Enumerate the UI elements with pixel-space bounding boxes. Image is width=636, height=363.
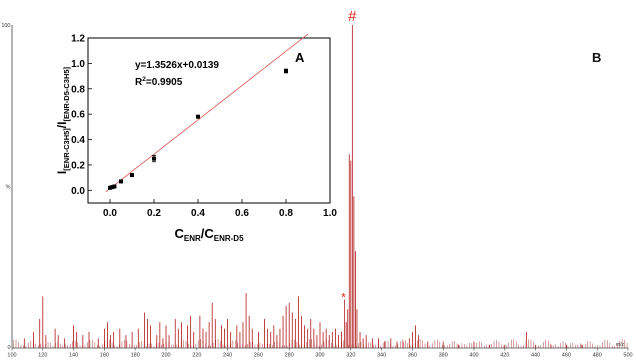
r2-value: =0.9905 <box>146 77 183 88</box>
xlabel-mid: /C <box>201 226 215 241</box>
spectrum-x-ticks: 100 120 140 160 180 200 220 240 260 280 300 320 340 3… <box>7 348 633 359</box>
inset-x-tick-label: 0.4 <box>191 208 205 219</box>
spectrum-x-tick-label: 240 <box>223 353 232 359</box>
spectrum-x-tick-label: 420 <box>500 353 509 359</box>
data-point <box>152 156 156 161</box>
spectrum-x-tick-label: 300 <box>315 353 324 359</box>
mass-spectrum-panel: 100 120 140 160 180 200 220 240 260 280 300 320 340 3… <box>1 8 632 359</box>
data-point <box>130 173 134 178</box>
xlabel-sub1: ENR <box>184 234 201 243</box>
spectrum-x-tick-label: 100 <box>7 353 16 359</box>
ylabel-sub2: [ENR-D5-C3H5] <box>62 66 71 121</box>
ylabel-sub1: [ENR-C3H5] <box>62 128 71 171</box>
spectrum-x-tick-label: 220 <box>192 353 201 359</box>
xlabel-main: C <box>174 226 184 241</box>
inset-y-tick-label: 1.2 <box>71 34 85 45</box>
data-point <box>196 114 200 119</box>
regression-line <box>105 33 309 193</box>
spectrum-x-tick-label: 180 <box>131 353 140 359</box>
inset-x-tick-label: 0.6 <box>235 208 249 219</box>
r2-main: R <box>135 77 143 88</box>
inset-y-axis-label: I[ENR-C3H5]/I[ENR-D5-C3H5] <box>55 66 71 174</box>
panel-label-a: A <box>295 50 305 65</box>
inset-y-tick-label: 1.0 <box>71 59 85 70</box>
spectrum-peaks <box>13 25 628 348</box>
spectrum-x-tick-label: 160 <box>100 353 109 359</box>
inset-y-tick-label: 0.4 <box>71 135 85 146</box>
marker-star: * <box>341 291 346 305</box>
spectrum-x-tick-label: 200 <box>161 353 170 359</box>
inset-y-tick-label: 0.8 <box>71 84 85 95</box>
spectrum-x-tick-label: 340 <box>377 353 386 359</box>
spectrum-x-tick-label: 460 <box>562 353 571 359</box>
spectrum-x-tick-label: 320 <box>346 353 355 359</box>
inset-x-tick-label: 1.0 <box>323 208 337 219</box>
inset-y-tick-label: 0.6 <box>71 110 85 121</box>
inset-y-ticks: 0.0 0.2 0.4 0.6 0.8 1.0 1.2 <box>71 34 92 197</box>
inset-y-tick-label: 0.2 <box>71 160 85 171</box>
spectrum-x-tick-label: 280 <box>285 353 294 359</box>
r-squared-label: R2=0.9905 <box>135 76 183 88</box>
data-point <box>112 184 117 189</box>
spectrum-x-tick-label: 260 <box>254 353 263 359</box>
marker-hash: # <box>348 8 357 25</box>
spectrum-x-tick-label: 140 <box>69 353 78 359</box>
inset-x-ticks: 0.0 0.2 0.4 0.6 0.8 1.0 <box>103 199 337 219</box>
data-point <box>110 185 115 190</box>
spectrum-y-tick-zero: 0 <box>7 345 10 351</box>
inset-x-tick-label: 0.2 <box>147 208 161 219</box>
panel-label-b: B <box>592 50 601 65</box>
spectrum-x-tick-label: 500 <box>623 353 632 359</box>
ylabel-main: I <box>55 171 69 174</box>
spectrum-x-tick-label: 380 <box>439 353 448 359</box>
spectrum-x-tick-label: 440 <box>531 353 540 359</box>
spectrum-x-tick-label: 120 <box>38 353 47 359</box>
ylabel-mid: /I <box>55 122 69 129</box>
inset-x-axis-label: CENR/CENR-D5 <box>174 226 244 243</box>
calibration-inset-panel: 0.0 0.2 0.4 0.6 0.8 1.0 0.0 0.2 0.4 0.6 0.8 1.0 1.2… <box>55 34 337 244</box>
xlabel-sub2: ENR-D5 <box>214 234 244 243</box>
inset-y-tick-label: 0.0 <box>71 186 85 197</box>
inset-plot-frame <box>87 37 331 204</box>
spectrum-y-tick-top: 100 <box>1 23 10 29</box>
calibration-points <box>108 68 288 190</box>
regression-equation: y=1.3526x+0.0139 <box>135 60 219 71</box>
data-point <box>284 69 288 73</box>
spectrum-x-tick-label: 480 <box>593 353 602 359</box>
r2-superscript: 2 <box>142 76 146 83</box>
spectrum-x-tick-label: 400 <box>469 353 478 359</box>
inset-x-tick-label: 0.0 <box>103 208 117 219</box>
data-point <box>108 185 112 190</box>
spectrum-x-tick-label: 360 <box>408 353 417 359</box>
spectrum-x-unit: m/z <box>616 342 625 348</box>
spectrum-y-tick-percent: % <box>6 185 11 191</box>
inset-x-tick-label: 0.8 <box>279 208 293 219</box>
data-point <box>119 179 123 184</box>
